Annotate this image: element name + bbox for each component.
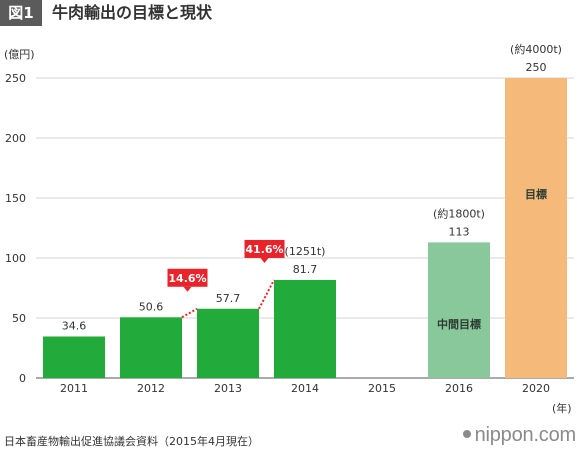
bar-2016 [428,242,490,378]
growth-connector [258,279,275,310]
bar-2020 [505,78,567,378]
x-tick-label: 2014 [291,382,319,395]
x-tick-label: 2012 [137,382,165,395]
value-label: 250 [526,61,547,74]
bar-2011 [43,336,105,378]
logo-text: nippon.com [474,424,577,446]
y-axis-unit-label: (億円) [4,48,35,61]
y-tick-label: 0 [19,372,26,385]
figure-title: 牛肉輸出の目標と現状 [52,3,213,22]
growth-label: 14.6% [168,272,206,285]
growth-label-pointer [260,257,269,263]
bar-inner-label: 目標 [525,187,547,201]
volume-note: (約1800t) [433,206,485,220]
value-label: 113 [449,225,470,238]
y-tick-label: 250 [5,72,26,85]
growth-label-pointer [183,286,192,292]
bar-2014 [274,279,336,378]
x-tick-label: 2015 [368,382,396,395]
growth-connector [181,307,198,319]
volume-note: (1251t) [285,245,326,258]
volume-note: (約4000t) [510,42,562,56]
y-tick-label: 50 [12,312,26,325]
source-note: 日本畜産物輸出促進協議会資料（2015年4月現在） [4,435,259,448]
value-label: 34.6 [62,319,87,332]
growth-label-box [167,268,208,287]
y-tick-label: 200 [5,132,26,145]
x-axis-unit-label: (年) [552,401,572,415]
x-tick-label: 2020 [522,382,550,395]
logo-dot-icon [462,429,471,438]
growth-label: 41.6% [245,243,283,256]
bar-2013 [197,308,259,378]
x-tick-label: 2011 [60,382,88,395]
value-label: 81.7 [293,263,318,276]
figure-header: 図1 牛肉輸出の目標と現状 [0,0,584,26]
growth-label-box [244,239,285,258]
x-tick-label: 2013 [214,382,242,395]
value-label: 50.6 [139,300,164,313]
figure-number-badge: 図1 [0,0,42,26]
bar-inner-label: 中間目標 [437,317,481,331]
value-label: 57.7 [216,292,241,305]
y-tick-label: 100 [5,252,26,265]
nippon-logo: nippon.com [462,424,577,447]
x-tick-label: 2016 [445,382,473,395]
bar-2012 [120,317,182,378]
y-tick-label: 150 [5,192,26,205]
